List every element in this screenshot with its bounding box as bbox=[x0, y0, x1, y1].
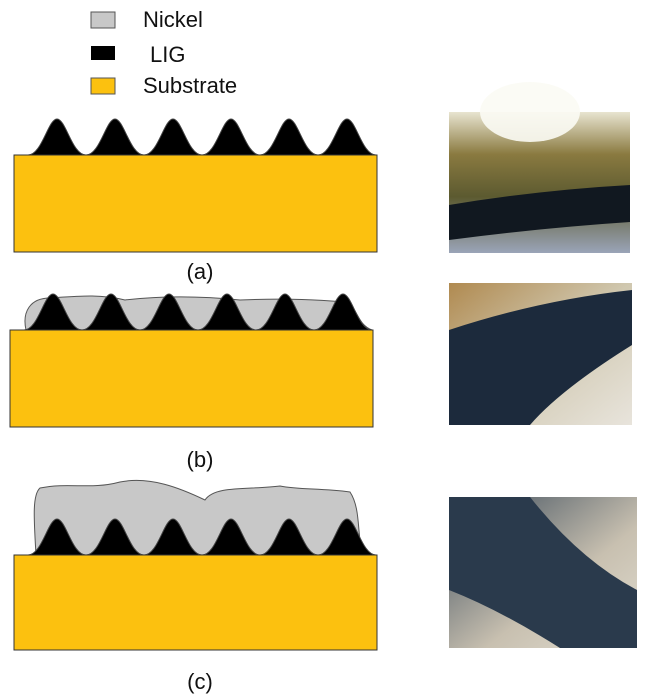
legend-swatch-substrate bbox=[91, 78, 115, 94]
micrograph bbox=[449, 497, 637, 648]
legend-label: Nickel bbox=[143, 7, 203, 32]
panel-label: (b) bbox=[187, 447, 214, 472]
nickel-layer bbox=[34, 480, 364, 555]
panel-b: (b) bbox=[10, 283, 632, 472]
panel-label: (a) bbox=[187, 259, 214, 284]
figure: Nickel LIG Substrate (a) (b) bbox=[0, 0, 645, 697]
substrate bbox=[14, 155, 377, 252]
legend-label: Substrate bbox=[143, 73, 237, 98]
nickel-layer bbox=[25, 296, 372, 330]
legend-swatch-nickel bbox=[91, 12, 115, 28]
substrate bbox=[10, 330, 373, 427]
micrograph bbox=[449, 283, 632, 425]
micrograph bbox=[449, 82, 630, 253]
legend: Nickel LIG Substrate bbox=[91, 7, 237, 98]
panel-label: (c) bbox=[187, 669, 213, 694]
lig-peaks bbox=[28, 119, 376, 155]
legend-swatch-lig bbox=[91, 46, 115, 60]
panel-a: (a) bbox=[14, 82, 630, 284]
panel-c: (c) bbox=[14, 480, 637, 693]
substrate bbox=[14, 555, 377, 650]
legend-label: LIG bbox=[150, 42, 185, 67]
